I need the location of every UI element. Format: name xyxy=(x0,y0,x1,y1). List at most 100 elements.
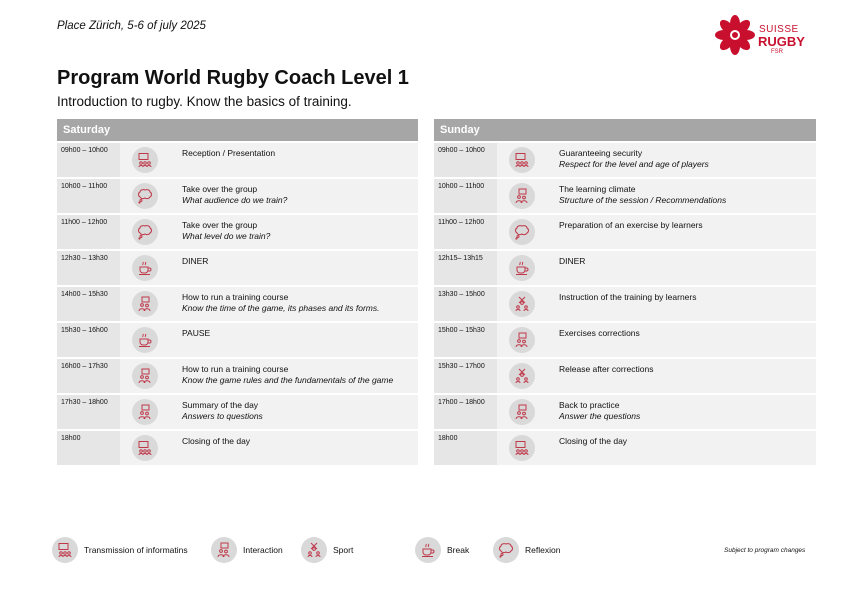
session-text: The learning climate Structure of the ses… xyxy=(559,184,726,206)
interaction-icon xyxy=(132,291,158,317)
sunday-row: 12h15– 13h15 DINER xyxy=(434,249,816,285)
session-text: Back to practice Answer the questions xyxy=(559,400,640,422)
session-title: Closing of the day xyxy=(182,436,251,446)
page-subtitle: Introduction to rugby. Know the basics o… xyxy=(57,94,352,109)
time-slot: 10h00 – 11h00 xyxy=(434,179,497,213)
interaction-icon xyxy=(509,399,535,425)
session-title: DINER xyxy=(182,256,209,266)
time-slot: 12h15– 13h15 xyxy=(434,251,497,285)
logo-text-fsr: FSR xyxy=(771,49,783,55)
session-text: Take over the group What level do we trai… xyxy=(182,220,270,242)
session-title: How to run a training course xyxy=(182,364,289,374)
saturday-row: 18h00 Closing of the day xyxy=(57,429,418,465)
session-title: PAUSE xyxy=(182,328,211,338)
session-text: Take over the group What audience do we t… xyxy=(182,184,287,206)
sunday-row: 11h00 – 12h00 Preparation of an exercise … xyxy=(434,213,816,249)
sunday-row: 13h30 – 15h00 Instruction of the training… xyxy=(434,285,816,321)
session-title: Take over the group xyxy=(182,220,258,230)
break-icon xyxy=(132,255,158,281)
time-slot: 18h00 xyxy=(434,431,497,465)
session-title: DINER xyxy=(559,256,586,266)
session-title: The learning climate xyxy=(559,184,636,194)
reflexion-icon xyxy=(493,537,519,563)
logo-text-suisse: SUISSE xyxy=(759,24,799,35)
interaction-icon xyxy=(509,327,535,353)
legend-sport-label: Sport xyxy=(333,545,354,555)
time-slot: 12h30 – 13h30 xyxy=(57,251,120,285)
event-place-date: Place Zürich, 5-6 of july 2025 xyxy=(57,20,206,32)
legend: Transmission of informatins Interaction … xyxy=(0,537,842,567)
sunday-row: 17h00 – 18h00 Back to practice Answer the … xyxy=(434,393,816,429)
logo-text-rugby: RUGBY xyxy=(758,34,805,49)
saturday-schedule: Saturday 09h00 – 10h00 Reception / Presen… xyxy=(57,119,418,465)
legend-sport: Sport xyxy=(301,537,353,563)
saturday-row: 14h00 – 15h30 How to run a training cours… xyxy=(57,285,418,321)
saturday-row: 12h30 – 13h30 DINER xyxy=(57,249,418,285)
time-slot: 11h00 – 12h00 xyxy=(434,215,497,249)
break-icon xyxy=(509,255,535,281)
session-title: Closing of the day xyxy=(559,436,628,446)
time-slot: 17h30 – 18h00 xyxy=(57,395,120,429)
saturday-header: Saturday xyxy=(57,119,418,141)
time-slot: 09h00 – 10h00 xyxy=(434,143,497,177)
session-text: Reception / Presentation xyxy=(182,148,275,159)
legend-transmission: Transmission of informatins xyxy=(52,537,188,563)
legend-interaction-label: Interaction xyxy=(243,545,283,555)
interaction-icon xyxy=(132,399,158,425)
transmission-icon xyxy=(509,435,535,461)
session-subtitle: What level do we train? xyxy=(182,231,271,241)
saturday-row: 17h30 – 18h00 Summary of the day Answers t… xyxy=(57,393,418,429)
sport-icon xyxy=(509,291,535,317)
time-slot: 17h00 – 18h00 xyxy=(434,395,497,429)
time-slot: 18h00 xyxy=(57,431,120,465)
interaction-icon xyxy=(132,363,158,389)
session-text: Summary of the day Answers to questions xyxy=(182,400,263,422)
sport-icon xyxy=(509,363,535,389)
session-subtitle: Respect for the level and age of players xyxy=(559,159,709,169)
break-icon xyxy=(132,327,158,353)
session-title: Take over the group xyxy=(182,184,258,194)
transmission-icon xyxy=(132,435,158,461)
session-title: Instruction of the training by learners xyxy=(559,292,697,302)
reflexion-icon xyxy=(132,219,158,245)
legend-transmission-label: Transmission of informatins xyxy=(84,545,188,555)
suisse-rugby-logo: SUISSE RUGBY FSR xyxy=(714,14,805,58)
sunday-row: 09h00 – 10h00 Guaranteeing security Respec… xyxy=(434,141,816,177)
reflexion-icon xyxy=(509,219,535,245)
interaction-icon xyxy=(509,183,535,209)
session-subtitle: Structure of the session / Recommendatio… xyxy=(559,195,727,205)
session-text: Closing of the day xyxy=(559,436,627,447)
session-title: Reception / Presentation xyxy=(182,148,276,158)
session-title: Exercises corrections xyxy=(559,328,640,338)
session-title: Guaranteeing security xyxy=(559,148,643,158)
session-title: Back to practice xyxy=(559,400,620,410)
transmission-icon xyxy=(52,537,78,563)
saturday-row: 16h00 – 17h30 How to run a training cours… xyxy=(57,357,418,393)
session-title: Release after corrections xyxy=(559,364,654,374)
session-text: Closing of the day xyxy=(182,436,250,447)
session-title: Summary of the day xyxy=(182,400,259,410)
time-slot: 11h00 – 12h00 xyxy=(57,215,120,249)
session-subtitle: Answers to questions xyxy=(182,411,263,421)
time-slot: 16h00 – 17h30 xyxy=(57,359,120,393)
session-text: Exercises corrections xyxy=(559,328,640,339)
session-subtitle: Know the time of the game, its phases an… xyxy=(182,303,380,313)
sunday-row: 15h00 – 15h30 Exercises corrections xyxy=(434,321,816,357)
session-subtitle: Know the game rules and the fundamentals… xyxy=(182,375,394,385)
time-slot: 09h00 – 10h00 xyxy=(57,143,120,177)
time-slot: 15h30 – 16h00 xyxy=(57,323,120,357)
session-subtitle: Answer the questions xyxy=(559,411,641,421)
time-slot: 14h00 – 15h30 xyxy=(57,287,120,321)
legend-reflexion: Reflexion xyxy=(493,537,560,563)
time-slot: 13h30 – 15h00 xyxy=(434,287,497,321)
saturday-row: 15h30 – 16h00 PAUSE xyxy=(57,321,418,357)
interaction-icon xyxy=(211,537,237,563)
saturday-row: 09h00 – 10h00 Reception / Presentation xyxy=(57,141,418,177)
edelweiss-icon xyxy=(715,15,755,55)
sunday-header: Sunday xyxy=(434,119,816,141)
session-text: PAUSE xyxy=(182,328,210,339)
session-text: Preparation of an exercise by learners xyxy=(559,220,703,231)
session-text: DINER xyxy=(182,256,208,267)
transmission-icon xyxy=(509,147,535,173)
time-slot: 15h30 – 17h00 xyxy=(434,359,497,393)
